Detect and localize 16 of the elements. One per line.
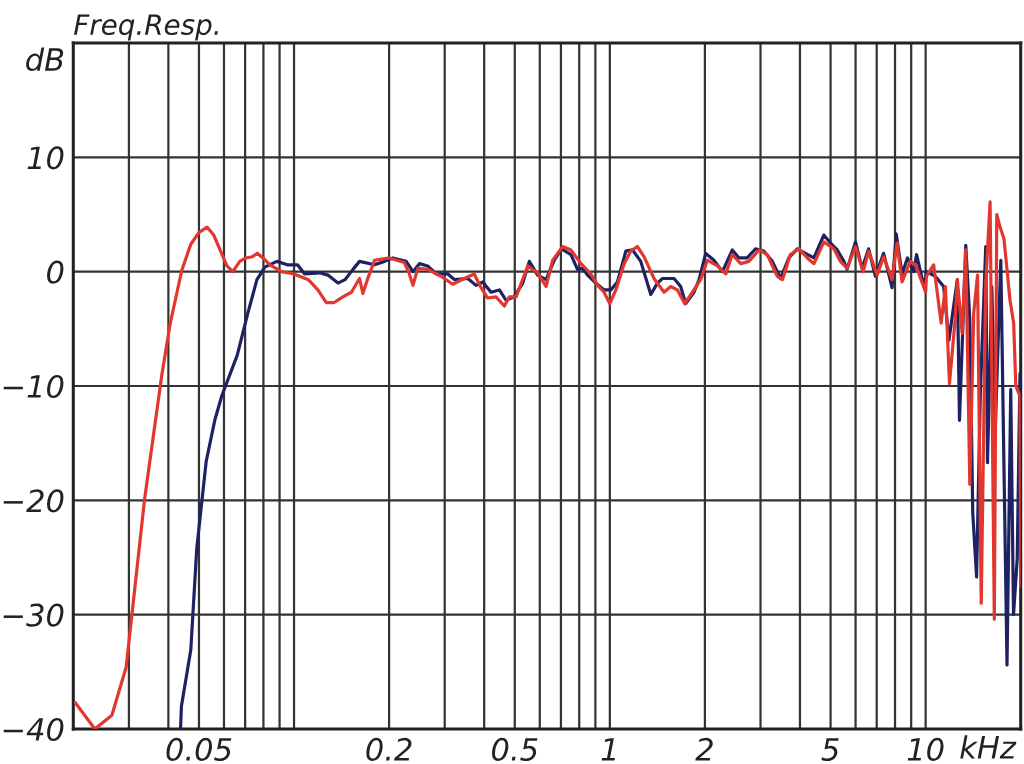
x-tick-label: 1 [601, 738, 615, 761]
x-tick-label: 10 [907, 737, 944, 761]
x-tick-label: 0.5 [492, 737, 538, 761]
x-tick-label: 2 [695, 737, 713, 761]
x-tick-label: 0.05 [166, 737, 232, 761]
y-axis-title: dB [26, 47, 64, 72]
x-tick-label: 5 [821, 738, 839, 761]
chart-title: Freq.Resp. [74, 14, 218, 41]
x-tick-label: 0.2 [366, 737, 412, 761]
x-axis-title: kHz [960, 735, 1017, 759]
y-tick-label: 0 [47, 260, 64, 284]
y-tick-label: −40 [3, 717, 64, 742]
y-tick-label: −10 [3, 374, 64, 399]
y-tick-label: −30 [3, 603, 64, 627]
y-tick-label: −20 [3, 489, 64, 513]
y-tick-label: 10 [27, 146, 64, 170]
